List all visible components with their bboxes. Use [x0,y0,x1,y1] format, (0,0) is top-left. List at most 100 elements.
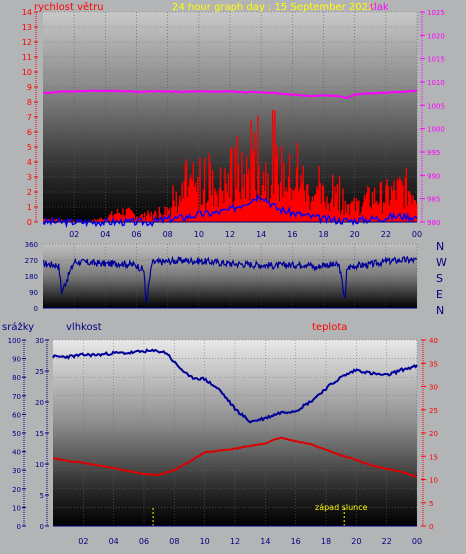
wind-bar [174,206,176,222]
wind-panel-marks [42,89,418,229]
wind-bar [245,156,248,222]
wind-bar [227,173,230,222]
wind-bar [147,210,149,222]
wind-bar [233,201,235,222]
y-tick-label: 7 [27,113,32,122]
wind-bar [125,209,128,222]
wind-bar [249,200,251,222]
wind-bar [278,201,281,222]
rain-tick-label: 40 [12,449,21,457]
wind-bar [320,203,323,222]
wind-bar [259,201,261,222]
wind-bar [291,199,293,222]
wind-bar [332,174,334,222]
humidity-line [52,348,418,424]
wind-bar [181,183,183,222]
wind-bar [317,189,319,222]
wind-bar [99,217,102,222]
wind-bar [251,149,253,222]
temperature-line [52,436,418,478]
x-tick-label: 00 [412,230,422,239]
wind-bar [217,207,219,222]
wind-bar [257,115,259,222]
x-tick-label: 12 [225,230,235,239]
temperature-tick-label: 10 [429,477,438,485]
wind-bar [260,195,262,222]
wind-bar [302,165,304,222]
wind-bar [321,184,324,222]
wind-bar [413,200,415,222]
wind-bar [150,211,153,222]
wind-bar [390,186,393,222]
y-tick-label: 12 [22,38,32,47]
wind-bar [350,203,352,222]
wind-bar [152,214,155,222]
wind-bar [414,200,417,222]
pressure-axis-label: tlak [370,2,389,13]
rain-tick-label: 20 [12,486,21,494]
wind-bar [235,189,238,222]
rain-tick-label: 100 [8,337,21,345]
wind-bar [392,191,394,222]
wind-bar [145,219,147,222]
wind-bar [225,183,227,222]
wind-bar [213,206,215,222]
temperature-tick-label: 40 [429,337,438,345]
y-tick-label: 3 [27,173,32,182]
y-tick-label: 8 [27,98,32,107]
wind-bar [396,179,398,222]
wind-bar [123,216,125,222]
wind-bar [386,178,388,222]
wind-bar [258,166,260,222]
humidity-panel-grid [53,339,418,527]
wind-average-line [42,193,418,229]
wind-bar [222,190,224,222]
rain-tick-label: 60 [12,411,21,419]
wind-bar [224,168,226,222]
wind-bar [106,220,108,222]
y-right-tick-label: 990 [427,172,440,180]
wind-bar [311,196,313,222]
wind-bar [284,191,286,222]
wind-bar [210,195,213,222]
wind-bar [237,164,240,222]
rain-tick-label: 80 [12,374,21,382]
wind-bar [91,219,94,222]
rain-tick-label: 30 [12,467,21,475]
wind-bar [262,171,265,222]
rain-tick-label: 70 [12,393,21,401]
x-tick-label: 16 [291,537,301,546]
y-right-tick-label: 1000 [427,126,445,134]
wind-bar [101,220,104,222]
wind-bar [315,194,317,222]
wind-bar [149,216,151,222]
wind-bar [117,213,120,222]
wind-bar [175,191,177,222]
wind-bar [270,185,273,222]
wind-bar [142,217,145,222]
wind-bar [294,187,296,222]
wind-bar [402,185,404,222]
wind-bar [43,218,45,222]
wind-bar [96,220,98,222]
humidity-tick-label: 0 [40,523,44,531]
wind-bar [401,181,403,222]
temperature-tick-label: 30 [429,384,438,392]
wind-bar [355,198,358,222]
x-tick-label: 14 [260,537,270,546]
wind-bar [388,205,391,222]
wind-bar [256,202,258,222]
wind-bar [199,157,201,222]
wind-bar [243,174,245,222]
wind-bar [108,214,111,222]
y-tick-label: 0 [27,218,32,227]
wind-bar [202,189,205,222]
wind-bar [61,219,63,222]
y-right-tick-label: 1005 [427,102,445,110]
wind-bar [197,176,199,222]
temperature-axis-label: teplota [312,322,347,333]
y-right-tick-label: 980 [427,219,440,227]
wind-bar [201,204,204,222]
wind-bar [234,147,236,222]
